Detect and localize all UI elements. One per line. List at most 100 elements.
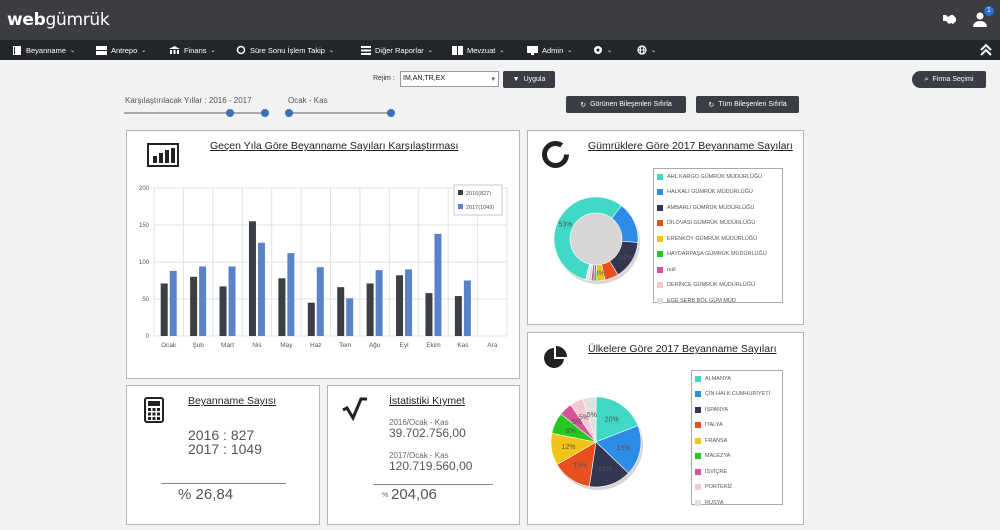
bar-chart-legend: 2016(827) 2017(1049) bbox=[453, 184, 503, 216]
count-change-percent: % 26,84 bbox=[178, 486, 234, 503]
customs-title: Gümrüklere Göre 2017 Beyanname Sayıları bbox=[588, 140, 793, 152]
slice-label: 15% bbox=[573, 463, 587, 470]
bar-2016-827--Mart bbox=[219, 286, 227, 336]
value-2016: 39.702.756,00 bbox=[389, 426, 466, 440]
legend-item[interactable]: ERENKÖY GÜMRÜK MÜDÜRLÜĞÜ bbox=[654, 231, 782, 247]
months-slider-track[interactable] bbox=[289, 112, 394, 114]
legend-item[interactable]: İSVİÇRE bbox=[692, 464, 782, 480]
slice-label: 5% bbox=[572, 419, 582, 426]
logo[interactable]: webgümrük bbox=[7, 10, 110, 30]
slice-label: 53% bbox=[558, 222, 572, 229]
x-tick-label: Ekim bbox=[426, 342, 440, 349]
customs-donut-chart: 53% 14% 3% bbox=[553, 196, 640, 284]
legend-label: DİLOVASI GÜMRÜK MÜDÜRLÜĞÜ bbox=[667, 220, 756, 227]
legend-label: ALMANYA bbox=[705, 375, 731, 382]
countries-legend: ALMANYA ÇİN HALK CUMHURİYETİ İSPANYA İTALYA… bbox=[691, 370, 783, 506]
slice--i-n-halk-cumhuri-yeti- bbox=[595, 425, 642, 474]
slice-label: 19% bbox=[616, 445, 630, 452]
notification-badge: 1 bbox=[984, 6, 994, 16]
legend-item[interactable]: ÇİN HALK CUMHURİYETİ bbox=[692, 387, 782, 403]
slice-rusya bbox=[582, 396, 597, 443]
legend-label: 2016(827) bbox=[466, 191, 491, 197]
bar-2017-1049--Eyl bbox=[405, 269, 413, 336]
regime-select[interactable]: IM,AN,TR,EX ▾ bbox=[400, 71, 499, 87]
gear-icon bbox=[594, 46, 602, 54]
nav-finans[interactable]: Finans ⌄ bbox=[169, 40, 216, 60]
years-slider-max-handle[interactable] bbox=[261, 109, 269, 117]
chevron-down-icon: ⌄ bbox=[499, 47, 505, 54]
legend-swatch bbox=[657, 235, 663, 242]
legend-item[interactable]: FRANSA bbox=[692, 433, 782, 449]
legend-label: RUSYA bbox=[705, 499, 724, 506]
months-slider-max-handle[interactable] bbox=[387, 109, 395, 117]
bar-2016-827--Ağu bbox=[366, 283, 374, 336]
legend-swatch bbox=[695, 375, 701, 382]
legend-item[interactable]: İSPANYA bbox=[692, 402, 782, 418]
legend-item[interactable]: AMBARLI GÜMRÜK MÜDÜRLÜĞÜ bbox=[654, 200, 782, 216]
legend-label: MALEZYA bbox=[705, 453, 731, 460]
months-label: Ocak - Kas bbox=[288, 96, 328, 105]
years-slider-track[interactable] bbox=[124, 112, 267, 114]
legend-item[interactable]: HALKALI GÜMRÜK MÜDÜRLÜĞÜ bbox=[654, 185, 782, 201]
chevron-down-icon: ⌄ bbox=[328, 47, 334, 54]
legend-item[interactable]: HAYDARPAŞA GÜMRÜK MÜDÜRLÜĞÜ bbox=[654, 247, 782, 263]
firm-select-button[interactable]: ⌕ Firma Seçimi bbox=[912, 71, 986, 88]
x-tick-label: Ara bbox=[487, 342, 498, 349]
legend-item[interactable]: DİLOVASI GÜMRÜK MÜDÜRLÜĞÜ bbox=[654, 216, 782, 232]
comparison-title: Geçen Yıla Göre Beyanname Sayıları Karşı… bbox=[210, 140, 459, 152]
x-tick-label: Haz bbox=[310, 342, 322, 349]
bar-chart: 0 50 100 150 200 Ocak Şub Mart Nis May Haz Tem Ağu Ey… bbox=[139, 184, 508, 349]
legend-swatch bbox=[657, 173, 663, 180]
customs-panel: Gümrüklere Göre 2017 Beyanname Sayıları … bbox=[527, 130, 804, 325]
warehouse-icon bbox=[96, 45, 107, 55]
legend-item[interactable]: RUSYA bbox=[692, 495, 782, 511]
legend-swatch bbox=[695, 437, 701, 444]
legend-item[interactable]: ALMANYA bbox=[692, 371, 782, 387]
handshake-icon[interactable] bbox=[942, 11, 958, 32]
bar-2016-827--Haz bbox=[307, 302, 315, 336]
legend-label: null bbox=[667, 266, 676, 273]
reset-all-button[interactable]: ↻ Tüm Bileşenleri Sıfırla bbox=[696, 96, 799, 113]
donut-chart-icon bbox=[541, 140, 570, 174]
nav-diger-raporlar[interactable]: Diğer Raporlar ⌄ bbox=[361, 40, 433, 60]
slice-label: 20% bbox=[605, 416, 619, 423]
legend-item[interactable]: AHL KARGO GÜMRÜK MÜDÜRLÜĞÜ bbox=[654, 169, 782, 185]
legend-item[interactable]: MALEZYA bbox=[692, 449, 782, 465]
legend-item[interactable]: EGE SERB BÖL GÜM MÜD bbox=[654, 293, 782, 309]
nav-language[interactable]: ⌄ bbox=[637, 40, 656, 60]
nav-beyanname[interactable]: Beyanname ⌄ bbox=[12, 40, 75, 60]
apply-button[interactable]: ▼ Uygula bbox=[503, 71, 555, 88]
bar-2016-827--Ocak bbox=[160, 283, 168, 336]
collapse-menu-icon[interactable] bbox=[980, 43, 992, 61]
legend-item[interactable]: PORTEKİZ bbox=[692, 480, 782, 496]
legend-label: PORTEKİZ bbox=[705, 484, 733, 491]
legend-item[interactable]: DERİNCE GÜMRÜK MÜDÜRLÜĞÜ bbox=[654, 278, 782, 294]
nav-mevzuat[interactable]: Mevzuat ⌄ bbox=[452, 40, 504, 60]
user-icon[interactable]: 1 bbox=[972, 6, 994, 32]
legend-swatch bbox=[695, 422, 701, 429]
globe-icon bbox=[637, 45, 647, 55]
legend-item[interactable]: İTALYA bbox=[692, 418, 782, 434]
nav-admin[interactable]: Admin ⌄ bbox=[527, 40, 572, 60]
legend-swatch bbox=[695, 468, 701, 475]
list-icon bbox=[361, 45, 371, 55]
nav-settings[interactable]: ⌄ bbox=[593, 40, 612, 60]
slice-label: 14% bbox=[618, 254, 632, 261]
legend-swatch bbox=[695, 453, 701, 460]
nav-sure-sonu[interactable]: Süre Sonu İşlem Takip ⌄ bbox=[236, 40, 334, 60]
legend-item[interactable]: null bbox=[654, 262, 782, 278]
years-slider-min-handle[interactable] bbox=[226, 109, 234, 117]
y-tick-label: 50 bbox=[142, 297, 149, 303]
x-tick-label: Ocak bbox=[161, 342, 177, 349]
legend-label: AMBARLI GÜMRÜK MÜDÜRLÜĞÜ bbox=[667, 204, 755, 211]
months-slider-min-handle[interactable] bbox=[285, 109, 293, 117]
bar-2016-827--Ekim bbox=[425, 293, 433, 336]
main-nav: Beyanname ⌄ Antrepo ⌄ Finans ⌄ Süre Sonu İş… bbox=[0, 40, 1000, 60]
refresh-icon: ↻ bbox=[708, 101, 715, 109]
bar-2016-827--Şub bbox=[190, 276, 198, 336]
legend-swatch bbox=[657, 297, 663, 304]
bar-2017-1049--Nis bbox=[257, 242, 265, 336]
value-2017: 120.719.560,00 bbox=[389, 459, 473, 473]
reset-visible-button[interactable]: ↻ Görünen Bileşenleri Sıfırla bbox=[566, 96, 686, 113]
nav-antrepo[interactable]: Antrepo ⌄ bbox=[96, 40, 146, 60]
